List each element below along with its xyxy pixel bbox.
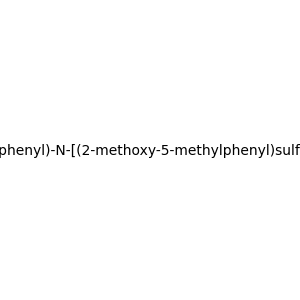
Text: N-(4-chlorophenyl)-N-[(2-methoxy-5-methylphenyl)sulfonyl]glycine: N-(4-chlorophenyl)-N-[(2-methoxy-5-methy…	[0, 145, 300, 158]
